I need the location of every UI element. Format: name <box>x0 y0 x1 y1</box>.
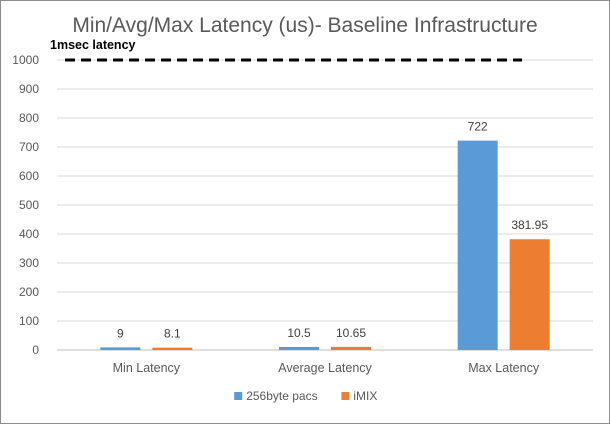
bar <box>152 347 193 350</box>
bar <box>457 140 498 350</box>
bar <box>509 239 550 350</box>
y-tick-label: 300 <box>19 256 39 270</box>
data-label: 10.5 <box>287 326 311 340</box>
bar <box>331 346 371 350</box>
legend: 256byte pacs iMIX <box>234 389 377 403</box>
y-axis: 0 100 200 300 400 500 600 700 800 900 1000 <box>12 53 39 357</box>
data-label: 381.95 <box>511 218 548 232</box>
data-label: 722 <box>468 120 488 134</box>
reference-line-group: 1msec latency <box>50 38 522 62</box>
x-category-label: Average Latency <box>278 361 372 375</box>
y-tick-label: 1000 <box>12 53 39 67</box>
y-tick-label: 500 <box>19 198 39 212</box>
legend-label: iMIX <box>353 389 377 403</box>
y-tick-label: 700 <box>19 140 39 154</box>
x-category-label: Max Latency <box>468 361 540 375</box>
legend-label: 256byte pacs <box>246 389 317 403</box>
bars: 9 8.1 10.5 10.65 722 381.95 <box>100 120 550 350</box>
data-label: 9 <box>117 326 124 340</box>
legend-swatch <box>341 392 350 400</box>
gridlines <box>57 59 593 351</box>
y-tick-label: 400 <box>19 227 39 241</box>
y-tick-label: 600 <box>19 169 39 183</box>
y-tick-label: 900 <box>19 82 39 96</box>
y-tick-label: 0 <box>32 343 39 357</box>
y-tick-label: 800 <box>19 111 39 125</box>
bar <box>100 347 141 350</box>
x-category-label: Min Latency <box>113 361 181 375</box>
bar <box>279 346 319 350</box>
reference-line-label: 1msec latency <box>50 38 136 52</box>
y-tick-label: 100 <box>19 314 39 328</box>
data-label: 8.1 <box>164 327 181 341</box>
y-tick-label: 200 <box>19 285 39 299</box>
x-axis: Min Latency Average Latency Max Latency <box>113 361 540 375</box>
data-label: 10.65 <box>336 326 366 340</box>
chart-title: Min/Avg/Max Latency (us)- Baseline Infra… <box>72 14 537 37</box>
legend-swatch <box>234 392 243 400</box>
